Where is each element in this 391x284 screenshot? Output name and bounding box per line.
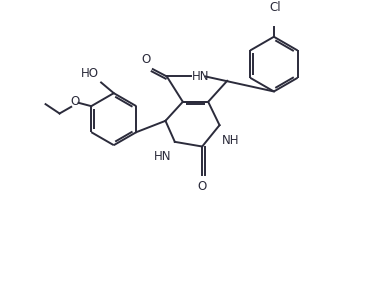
Text: O: O (197, 180, 207, 193)
Text: O: O (141, 53, 150, 66)
Text: Cl: Cl (270, 1, 282, 14)
Text: HN: HN (192, 70, 210, 83)
Text: O: O (70, 95, 79, 108)
Text: NH: NH (222, 133, 240, 147)
Text: HO: HO (81, 67, 99, 80)
Text: HN: HN (154, 150, 172, 163)
